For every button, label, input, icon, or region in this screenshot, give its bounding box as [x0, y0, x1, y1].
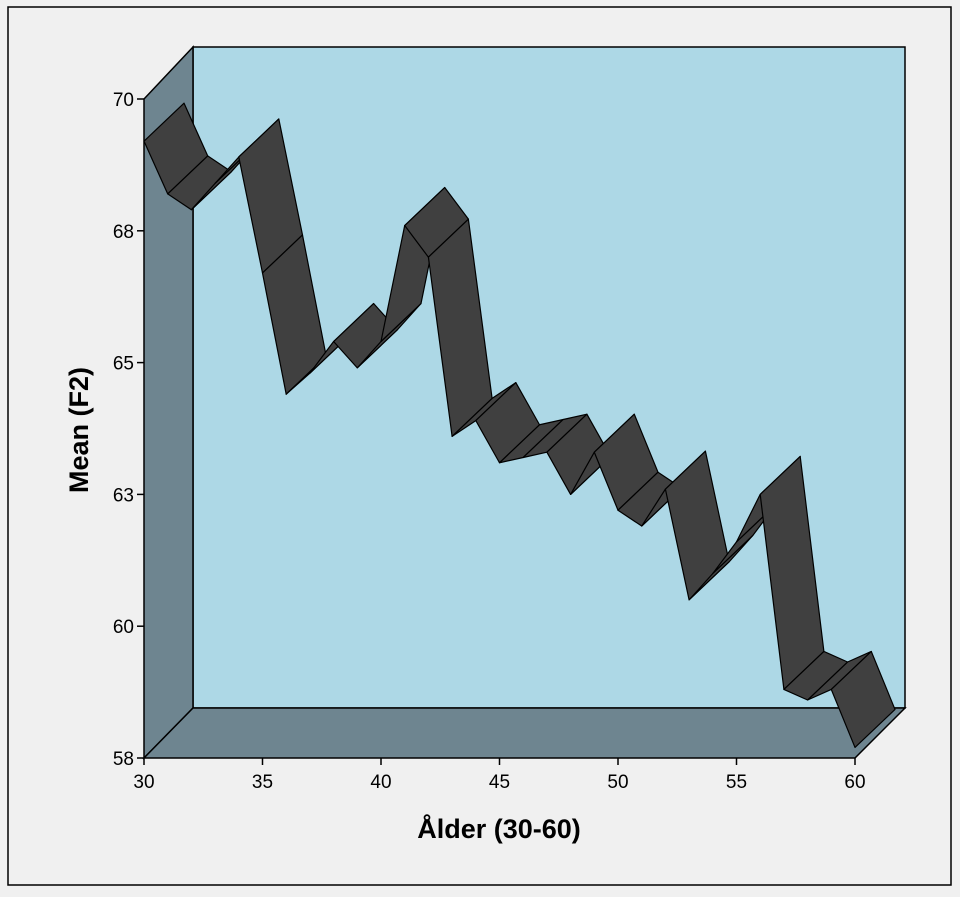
- x-tick-label: 35: [252, 772, 273, 793]
- y-tick-label: 58: [113, 749, 134, 770]
- y-tick-label: 65: [113, 354, 134, 375]
- y-tick-label: 60: [113, 617, 134, 638]
- y-tick-label: 63: [113, 485, 134, 506]
- y-tick-label: 70: [113, 90, 134, 111]
- x-tick-label: 30: [133, 772, 154, 793]
- x-tick-label: 60: [844, 772, 865, 793]
- y-tick-label: 68: [113, 222, 134, 243]
- y-axis-title: Mean (F2): [64, 367, 94, 493]
- x-tick-label: 40: [370, 772, 391, 793]
- x-tick-label: 50: [607, 772, 628, 793]
- ribbon-segment: [830, 650, 896, 749]
- x-axis-title: Ålder (30-60): [417, 813, 581, 844]
- x-tick-label: 45: [489, 772, 510, 793]
- floor: [142, 707, 907, 759]
- x-tick-label: 55: [726, 772, 747, 793]
